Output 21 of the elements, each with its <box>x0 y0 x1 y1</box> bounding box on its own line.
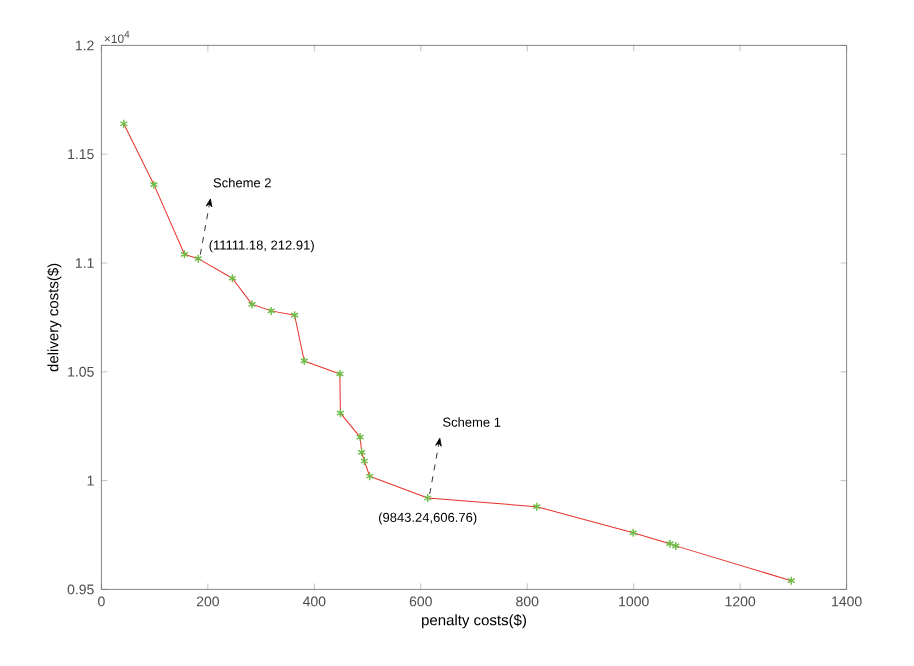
point <box>355 432 365 442</box>
point <box>629 528 638 538</box>
point <box>300 356 309 366</box>
point <box>149 179 159 190</box>
point <box>247 299 257 310</box>
point <box>671 541 680 551</box>
point <box>787 575 796 586</box>
point <box>119 119 128 129</box>
point <box>180 249 189 259</box>
line-series <box>119 119 796 586</box>
point <box>665 539 675 549</box>
point <box>290 310 299 320</box>
point <box>423 493 432 503</box>
point <box>532 502 541 512</box>
point <box>228 273 237 283</box>
point <box>336 408 345 418</box>
point <box>335 369 345 379</box>
point <box>194 253 203 264</box>
point <box>365 471 374 481</box>
point <box>267 306 276 316</box>
point <box>357 447 366 458</box>
